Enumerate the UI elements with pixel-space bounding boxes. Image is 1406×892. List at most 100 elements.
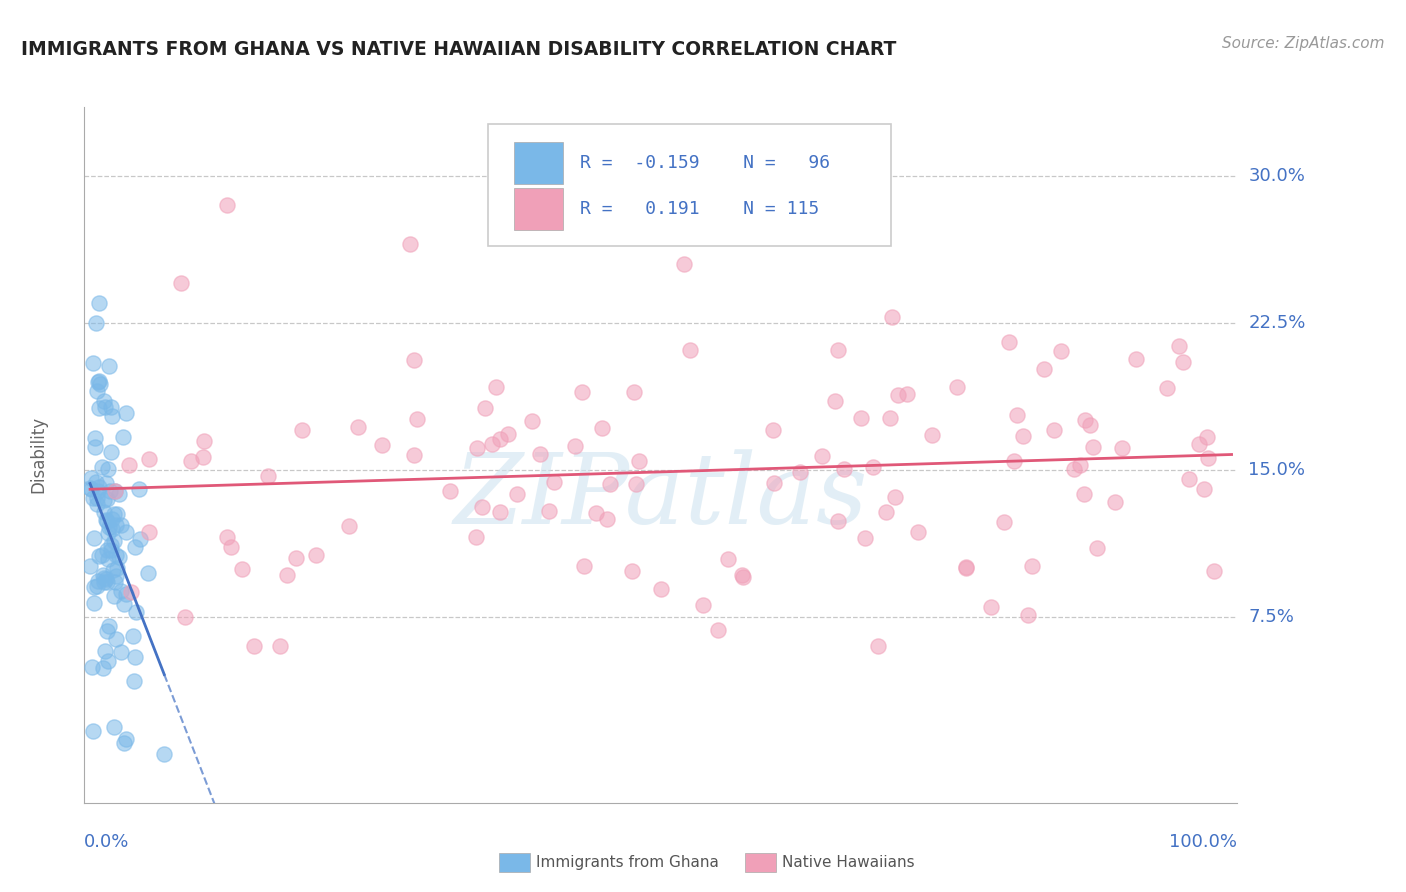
Point: [628, 454, 651, 468]
Text: Immigrants from Ghana: Immigrants from Ghana: [536, 855, 718, 870]
Point: [100, 445, 122, 459]
Point: [93, 492, 115, 507]
Point: [1069, 458, 1091, 472]
Point: [83, 440, 105, 454]
Point: [471, 500, 494, 514]
Point: [980, 600, 1002, 615]
Point: [1178, 472, 1201, 486]
Point: [90, 548, 112, 562]
Point: [1171, 355, 1194, 369]
Point: [79, 481, 101, 495]
Point: [406, 412, 429, 426]
Point: [80, 660, 103, 674]
Text: 100.0%: 100.0%: [1170, 833, 1237, 851]
Point: [866, 639, 889, 653]
Point: [467, 441, 489, 455]
Point: [762, 475, 785, 490]
Text: Disability: Disability: [30, 417, 48, 493]
Point: [80, 482, 103, 496]
Point: [103, 508, 125, 522]
Point: [101, 409, 124, 424]
Point: [1063, 462, 1085, 476]
Point: [100, 542, 122, 557]
Point: [129, 532, 152, 546]
Point: [591, 421, 613, 435]
Point: [620, 565, 643, 579]
Point: [97, 525, 120, 540]
Point: [101, 523, 124, 537]
Point: [474, 401, 496, 415]
Point: [108, 486, 131, 500]
Point: [537, 504, 560, 518]
Point: [103, 534, 125, 549]
Point: [485, 380, 508, 394]
Point: [731, 567, 754, 582]
Point: [596, 511, 619, 525]
Point: [853, 531, 876, 545]
Point: [1167, 338, 1189, 352]
Point: [83, 531, 105, 545]
Point: [955, 559, 977, 574]
Point: [103, 720, 125, 734]
Point: [96, 574, 118, 589]
Point: [83, 596, 105, 610]
Point: [97, 520, 120, 534]
Point: [93, 575, 115, 590]
Point: [105, 632, 128, 646]
Point: [94, 644, 117, 658]
Point: [371, 438, 394, 452]
Point: [291, 423, 314, 437]
Point: [100, 538, 122, 552]
Point: [464, 530, 486, 544]
Point: [84, 431, 107, 445]
Point: [83, 580, 105, 594]
Point: [481, 437, 503, 451]
Point: [82, 356, 104, 370]
Point: [115, 525, 138, 540]
Point: [110, 584, 132, 599]
Point: [276, 567, 298, 582]
Point: [170, 277, 193, 291]
Point: [93, 394, 115, 409]
Point: [97, 654, 120, 668]
Point: [1073, 486, 1095, 500]
Point: [104, 483, 127, 498]
Point: [347, 419, 370, 434]
Point: [118, 458, 141, 472]
Point: [96, 624, 118, 638]
Point: [93, 571, 115, 585]
Point: [94, 475, 117, 490]
Point: [87, 480, 110, 494]
Point: [86, 384, 108, 398]
Point: [96, 514, 118, 528]
Point: [124, 650, 146, 665]
Point: [101, 512, 124, 526]
Text: Native Hawaiians: Native Hawaiians: [782, 855, 914, 870]
FancyBboxPatch shape: [515, 188, 562, 230]
Point: [173, 610, 195, 624]
Point: [762, 423, 785, 437]
Point: [122, 674, 145, 689]
Point: [827, 343, 849, 358]
Point: [1078, 418, 1101, 433]
Text: R =  -0.159    N =   96: R = -0.159 N = 96: [581, 153, 830, 171]
Point: [1156, 381, 1178, 395]
Point: [101, 563, 124, 577]
Point: [875, 505, 897, 519]
Point: [91, 567, 114, 582]
Point: [86, 579, 108, 593]
Point: [488, 432, 510, 446]
FancyBboxPatch shape: [515, 142, 562, 184]
Point: [120, 585, 142, 599]
Point: [243, 639, 266, 653]
Point: [398, 237, 420, 252]
Point: [564, 439, 586, 453]
Text: 0.0%: 0.0%: [84, 833, 129, 851]
Point: [87, 574, 110, 589]
Point: [115, 731, 138, 746]
Point: [93, 505, 115, 519]
Point: [717, 552, 740, 566]
Point: [1011, 428, 1033, 442]
Point: [998, 334, 1021, 349]
Point: [707, 624, 730, 638]
